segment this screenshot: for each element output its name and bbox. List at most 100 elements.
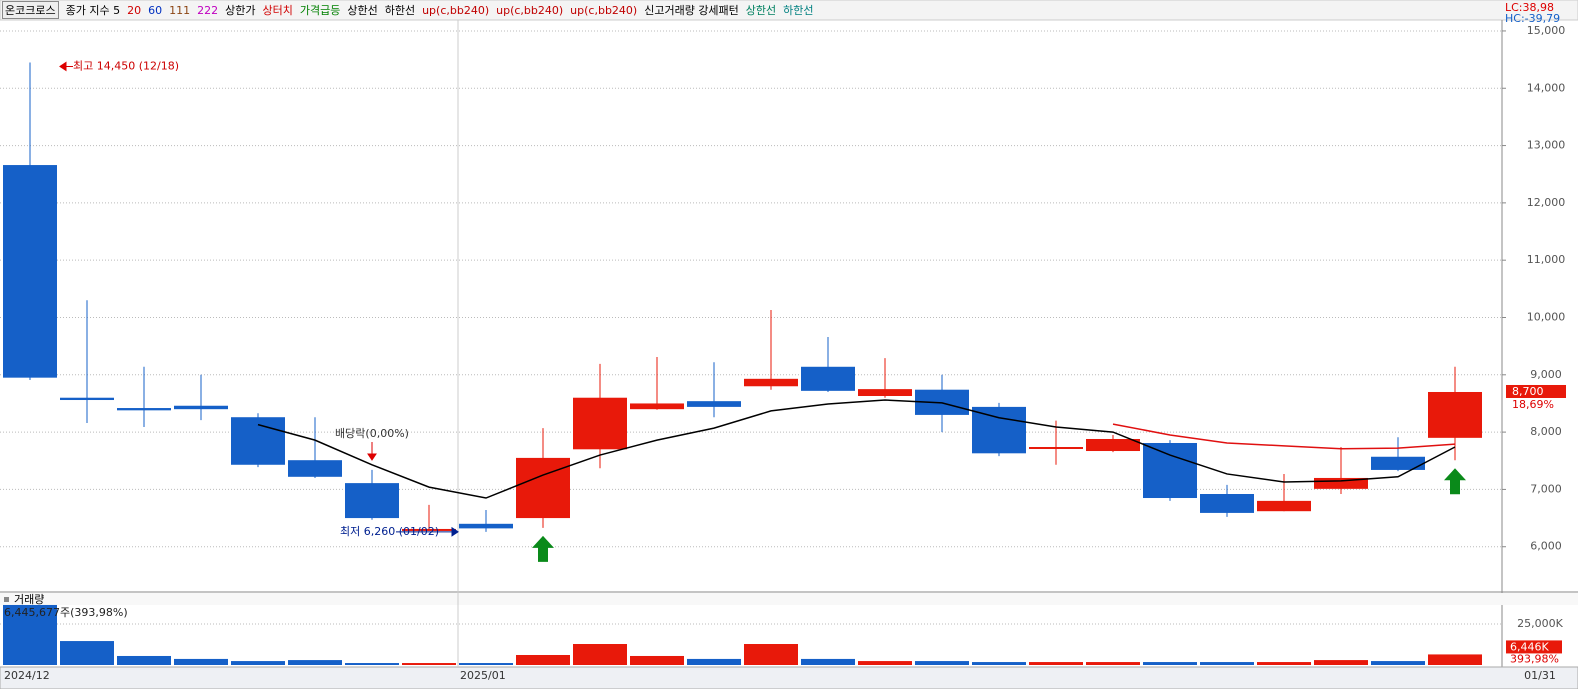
candle-body — [630, 403, 684, 410]
volume-bar — [744, 644, 798, 665]
volume-bar — [402, 663, 456, 665]
volume-bar — [1086, 662, 1140, 665]
low-arrow — [396, 526, 459, 537]
candle-body — [573, 397, 627, 450]
volume-bar — [573, 644, 627, 665]
ex-dividend-label: 배당락(0,00%) — [335, 427, 409, 440]
candle-body — [516, 457, 570, 519]
toolbar-item[interactable]: 하한선 — [384, 4, 416, 17]
volume-bar — [1314, 660, 1368, 665]
y-tick-label: 6,000 — [1530, 540, 1562, 553]
high-label: 최고 14,450 (12/18) — [73, 59, 179, 72]
volume-box — [1506, 640, 1562, 654]
toolbar-item[interactable]: 222 — [197, 3, 219, 17]
volume-bar — [630, 655, 684, 665]
toolbar-item[interactable]: 하한선 — [783, 4, 814, 17]
ex-dividend-arrow — [367, 442, 377, 461]
toolbar-item[interactable]: up(c,bb240) — [422, 3, 490, 17]
candle-body — [801, 366, 855, 391]
y-tick-label: 12,000 — [1527, 196, 1566, 209]
candle-body — [345, 483, 399, 519]
y-tick-label: 10,000 — [1527, 310, 1566, 323]
toolbar-item[interactable]: 가격급등 — [299, 4, 341, 17]
volume-bar — [687, 658, 741, 665]
candle-body — [231, 417, 285, 465]
toolbar-item[interactable]: up(c,bb240) — [496, 3, 564, 17]
y-tick-label: 9,000 — [1530, 368, 1562, 381]
candle-body — [402, 528, 456, 531]
candle-body — [174, 405, 228, 410]
candle-body — [1086, 438, 1140, 452]
candle-body — [744, 378, 798, 387]
volume-bar — [288, 660, 342, 665]
y-tick-label: 15,000 — [1527, 24, 1566, 37]
volume-bar — [915, 661, 969, 665]
candle-body — [1029, 447, 1083, 450]
toolbar-item[interactable]: 신고거래량 강세패턴 — [644, 4, 739, 17]
vol-title-bg — [0, 593, 1578, 605]
toolbar-item[interactable]: 상한선 — [347, 4, 378, 17]
toolbar-item[interactable]: 종가 지수 5 — [65, 4, 121, 17]
candle-body — [972, 406, 1026, 454]
y-tick-label: 8,000 — [1530, 425, 1562, 438]
signal-arrow — [1444, 468, 1466, 495]
candle-body — [1428, 391, 1482, 438]
volume-last-label: 6,446K — [1510, 640, 1549, 653]
volume-bar — [1143, 662, 1197, 665]
x-end-label: 01/31 — [1524, 669, 1556, 682]
volume-bar — [858, 661, 912, 665]
volume-bar — [1428, 654, 1482, 665]
toolbar-item[interactable]: 상터치 — [262, 4, 293, 17]
volume-bar — [1371, 661, 1425, 665]
toolbar-item[interactable]: 온코크로스 — [2, 1, 59, 19]
toolbar-item[interactable]: 60 — [148, 3, 163, 17]
volume-icon — [4, 597, 9, 602]
candle-body — [687, 401, 741, 407]
volume-bar — [1200, 662, 1254, 665]
candle-body — [117, 408, 171, 411]
ma-line — [1112, 423, 1456, 450]
toolbar-item[interactable]: 20 — [127, 3, 142, 17]
volume-bar — [1029, 662, 1083, 665]
candle-body — [60, 397, 114, 401]
candle-body — [1314, 477, 1368, 489]
hc-label: HC:-39,79 — [1505, 12, 1560, 25]
y-tick-label: 25,000K — [1517, 617, 1563, 630]
toolbar-bg — [0, 0, 1578, 21]
volume-bar — [117, 655, 171, 665]
x-tick-label: 2024/12 — [4, 669, 50, 682]
date-bar — [0, 666, 1578, 689]
volume-bar — [345, 663, 399, 665]
candle-body — [1143, 442, 1197, 499]
volume-bar — [60, 641, 114, 665]
y-tick-label: 7,000 — [1530, 482, 1562, 495]
volume-header: 6,445,677주(393,98%) — [4, 606, 128, 619]
volume-bar — [1257, 662, 1311, 665]
candle-body — [288, 460, 342, 477]
low-label: 최저 6,260 (01/02) — [340, 525, 439, 538]
volume-bar — [174, 658, 228, 665]
y-tick-label: 14,000 — [1527, 81, 1566, 94]
price-box — [1506, 384, 1566, 398]
toolbar-item[interactable]: 111 — [169, 3, 191, 17]
toolbar-item[interactable]: 상한가 — [225, 4, 256, 17]
toolbar-item[interactable]: 상한선 — [745, 4, 777, 17]
change-label: 18,69% — [1512, 398, 1554, 411]
price-label: 8,700 — [1512, 385, 1544, 398]
toolbar: 온코크로스 종가 지수 5 20 60 111 222 상한가 상터치 가격급등 상한선 하한선 up… — [2, 1, 814, 19]
signal-arrow — [532, 535, 554, 562]
volume-bar — [459, 663, 513, 665]
volume-title: 거래량 — [14, 593, 44, 606]
volume-bar — [972, 662, 1026, 665]
x-tick-label: 2025/01 — [460, 669, 506, 682]
y-tick-label: 13,000 — [1527, 139, 1566, 152]
candle-body — [1257, 500, 1311, 512]
volume-bar — [231, 661, 285, 665]
toolbar-item[interactable]: up(c,bb240) — [570, 3, 638, 17]
candle-body — [858, 389, 912, 397]
candle-body — [1371, 456, 1425, 470]
ma-line — [257, 399, 1456, 499]
lc-label: LC:38,98 — [1505, 1, 1554, 14]
